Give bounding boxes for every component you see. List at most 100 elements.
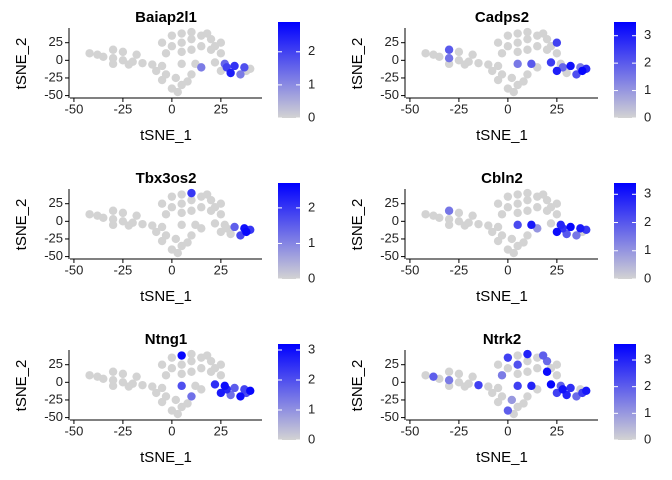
cell-point: [108, 59, 118, 69]
cell-point: [197, 364, 206, 373]
cell-point: [108, 381, 118, 391]
cell-point: [138, 58, 147, 68]
cell-point: [527, 381, 536, 391]
x-tick-label: 25: [550, 262, 564, 277]
cell-point: [507, 234, 516, 244]
colorbar: [278, 344, 300, 440]
cell-point: [513, 190, 522, 199]
x-tick-label: -25: [113, 262, 132, 277]
cell-point: [527, 220, 536, 230]
cell-point: [157, 383, 167, 393]
cell-point: [220, 381, 229, 391]
cell-point: [210, 364, 220, 373]
cell-point: [187, 195, 196, 205]
x-tick-label: -25: [449, 101, 468, 116]
cell-point: [576, 224, 585, 233]
colorbar-label: 1: [308, 235, 315, 250]
colorbar-label: 1: [644, 242, 651, 257]
cell-point: [85, 210, 94, 219]
y-tick-label: 0: [392, 374, 399, 389]
cell-point: [503, 192, 513, 201]
cell-point: [509, 248, 518, 258]
cell-point: [552, 227, 562, 237]
panel: Ntng1 -50 -25 0 25 -50 -25 0 25 tSNE_1 tSNE_2 0 1 2 3: [13, 331, 315, 466]
cell-point: [533, 42, 542, 51]
cell-point: [187, 231, 196, 240]
cell-point: [513, 381, 522, 391]
cell-point: [173, 87, 182, 97]
x-tick-label: -50: [65, 101, 84, 116]
cell-point: [187, 70, 196, 79]
cell-point: [421, 371, 430, 380]
cell-point: [493, 236, 503, 246]
y-tick-label: 25: [385, 195, 399, 210]
cell-point: [132, 211, 141, 220]
cell-point: [484, 60, 493, 69]
x-axis-label: tSNE_1: [140, 449, 192, 466]
colorbar-label: 0: [308, 270, 315, 285]
cell-point: [216, 371, 226, 380]
cell-point: [187, 27, 196, 37]
cell-point: [513, 208, 522, 218]
cell-point: [503, 203, 513, 212]
cell-point: [523, 188, 532, 198]
y-tick-label: -25: [44, 391, 63, 406]
cell-point: [523, 34, 532, 44]
y-tick-label: -50: [44, 248, 63, 263]
cell-point: [435, 213, 444, 222]
cell-point: [513, 29, 522, 38]
cell-point: [513, 47, 522, 57]
colorbar-label: 2: [308, 371, 315, 386]
y-tick-label: 25: [49, 356, 63, 371]
cell-point: [523, 392, 532, 401]
x-tick-label: -25: [449, 423, 468, 438]
x-tick-label: 25: [214, 423, 228, 438]
cell-point: [152, 227, 161, 237]
y-tick-label: -25: [44, 230, 63, 245]
panel: Tbx3os2 -50 -25 0 25 -50 -25 0 25 tSNE_1 tSNE_2 0 1 2: [13, 170, 315, 305]
cell-point: [108, 367, 118, 376]
cell-point: [118, 47, 128, 57]
cell-point: [202, 190, 212, 199]
cell-point: [552, 66, 562, 76]
y-tick-label: -50: [380, 87, 399, 102]
cell-point: [566, 61, 575, 71]
y-tick-label: -50: [44, 87, 63, 102]
cell-point: [177, 220, 186, 230]
cell-point: [177, 47, 186, 57]
cell-point: [429, 372, 438, 381]
cell-point: [183, 238, 192, 247]
cell-point: [503, 364, 513, 373]
cell-point: [513, 369, 522, 379]
x-tick-label: 0: [504, 101, 511, 116]
y-tick-label: 25: [385, 34, 399, 49]
cell-point: [177, 190, 186, 199]
cell-point: [132, 50, 141, 59]
x-tick-label: -50: [401, 101, 420, 116]
cell-point: [523, 206, 532, 215]
panel: Cadps2 -50 -25 0 25 -50 -25 0 25 tSNE_1 tSNE_2 0 1 2 3: [349, 9, 651, 144]
cell-point: [474, 58, 483, 68]
x-tick-label: 0: [168, 262, 175, 277]
y-tick-label: -50: [380, 409, 399, 424]
cell-point: [197, 224, 206, 233]
cell-point: [444, 376, 454, 385]
cell-point: [507, 395, 516, 405]
colorbar-label: 1: [308, 76, 315, 91]
cell-point: [167, 42, 177, 51]
colorbar: [614, 183, 636, 279]
cell-point: [177, 59, 186, 69]
cell-point: [552, 371, 562, 380]
cell-point: [503, 42, 513, 51]
y-tick-label: -25: [380, 69, 399, 84]
cell-point: [533, 203, 542, 212]
cell-point: [493, 360, 503, 369]
cell-point: [167, 192, 177, 201]
cell-point: [523, 45, 532, 54]
cell-point: [210, 380, 220, 389]
x-tick-label: -50: [401, 262, 420, 277]
cell-point: [148, 60, 157, 69]
cell-point: [108, 206, 118, 215]
cell-point: [552, 210, 562, 219]
cell-point: [552, 38, 562, 47]
